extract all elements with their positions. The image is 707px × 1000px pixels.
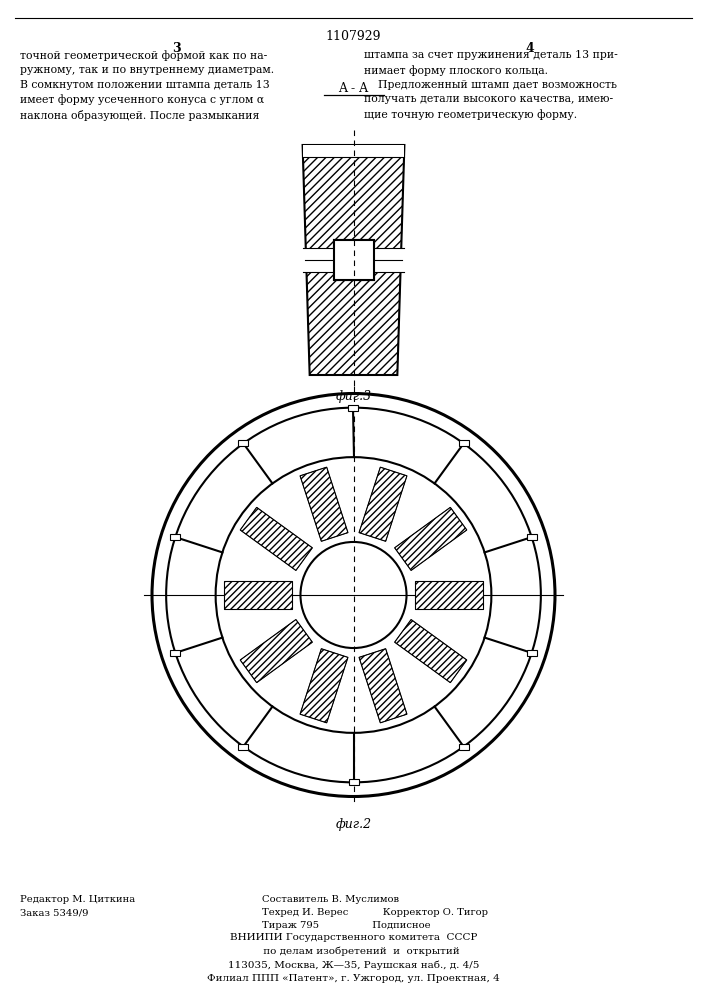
Polygon shape bbox=[300, 467, 348, 541]
Circle shape bbox=[300, 542, 407, 648]
Text: 4: 4 bbox=[526, 42, 534, 55]
Polygon shape bbox=[395, 620, 467, 683]
Text: Редактор М. Циткина
Заказ 5349/9: Редактор М. Циткина Заказ 5349/9 bbox=[20, 895, 135, 917]
Polygon shape bbox=[238, 440, 248, 446]
Polygon shape bbox=[303, 145, 404, 375]
Text: A - A: A - A bbox=[339, 82, 368, 95]
Polygon shape bbox=[303, 248, 404, 272]
Text: ВНИИПИ Государственного комитета  СССР
     по делам изобретений  и  открытий
11: ВНИИПИ Государственного комитета СССР по… bbox=[207, 933, 500, 983]
Polygon shape bbox=[238, 744, 248, 750]
Text: Составитель В. Муслимов
Техред И. Верес           Корректор О. Тигор
Тираж 795  : Составитель В. Муслимов Техред И. Верес … bbox=[262, 895, 488, 930]
Text: 3: 3 bbox=[173, 42, 181, 55]
Polygon shape bbox=[334, 240, 373, 280]
Polygon shape bbox=[170, 650, 180, 656]
Text: фиг.2: фиг.2 bbox=[335, 818, 372, 831]
Text: точной геометрической формой как по на-
ружному, так и по внутреннему диаметрам.: точной геометрической формой как по на- … bbox=[20, 50, 274, 121]
Polygon shape bbox=[334, 240, 373, 280]
Polygon shape bbox=[240, 507, 312, 570]
Polygon shape bbox=[527, 534, 537, 540]
Polygon shape bbox=[395, 507, 467, 570]
Polygon shape bbox=[223, 581, 293, 609]
Polygon shape bbox=[527, 650, 537, 656]
Polygon shape bbox=[240, 620, 312, 683]
Polygon shape bbox=[349, 405, 358, 411]
Polygon shape bbox=[359, 467, 407, 541]
Polygon shape bbox=[459, 744, 469, 750]
Polygon shape bbox=[414, 581, 484, 609]
Text: фиг.3: фиг.3 bbox=[335, 390, 372, 403]
Polygon shape bbox=[349, 779, 358, 785]
Text: штампа за счет пружинения деталь 13 при-
нимает форму плоского кольца.
    Предл: штампа за счет пружинения деталь 13 при-… bbox=[363, 50, 617, 120]
Polygon shape bbox=[300, 649, 348, 723]
Polygon shape bbox=[170, 534, 180, 540]
Text: 1107929: 1107929 bbox=[326, 30, 381, 43]
Circle shape bbox=[147, 389, 560, 801]
Polygon shape bbox=[459, 440, 469, 446]
Polygon shape bbox=[303, 145, 404, 157]
Polygon shape bbox=[359, 649, 407, 723]
